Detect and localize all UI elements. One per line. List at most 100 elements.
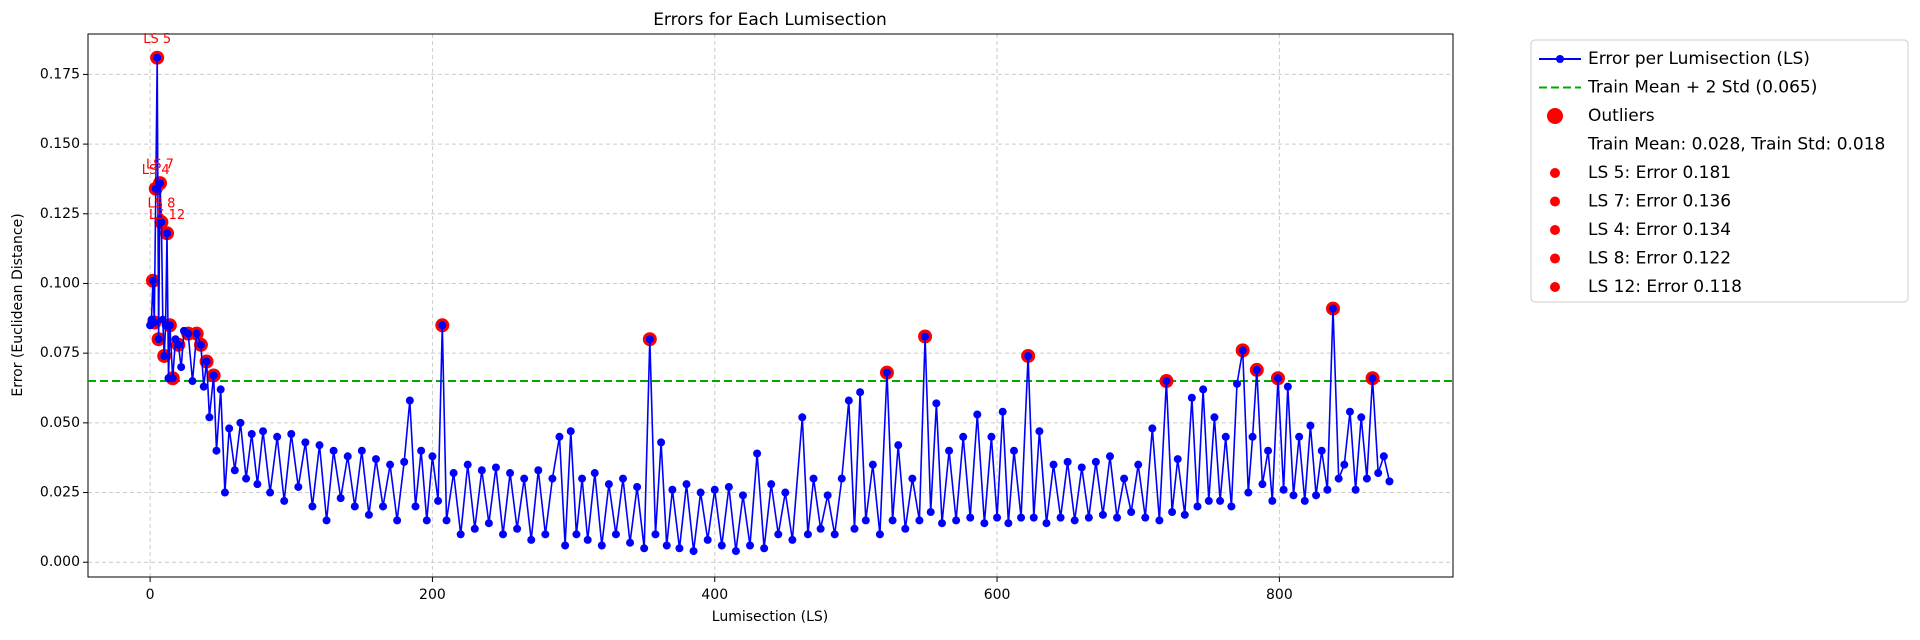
y-tick-label: 0.000	[40, 554, 80, 570]
error-marker	[411, 502, 420, 511]
error-marker	[1306, 421, 1315, 430]
error-marker	[151, 184, 160, 193]
error-marker	[1077, 463, 1086, 472]
error-marker	[1368, 374, 1377, 383]
error-marker	[1238, 346, 1247, 355]
error-marker	[1155, 516, 1164, 525]
error-marker	[1351, 485, 1360, 494]
error-marker	[921, 332, 930, 341]
error-marker	[1134, 460, 1143, 469]
legend-label: Error per Lumisection (LS)	[1588, 49, 1810, 69]
error-marker	[590, 469, 599, 478]
error-marker	[301, 438, 310, 447]
error-marker	[148, 276, 157, 285]
x-tick-label: 800	[1266, 587, 1293, 603]
error-marker	[823, 491, 832, 500]
legend-label: LS 8: Error 0.122	[1588, 249, 1731, 269]
error-marker	[798, 413, 807, 422]
error-marker	[154, 335, 163, 344]
error-marker	[1312, 491, 1321, 500]
error-marker	[513, 524, 522, 533]
error-marker	[689, 547, 698, 556]
error-marker	[1187, 393, 1196, 402]
error-marker	[724, 482, 733, 491]
error-marker	[417, 446, 426, 455]
error-marker	[163, 229, 172, 238]
error-marker	[1204, 496, 1213, 505]
error-marker	[926, 508, 935, 517]
error-marker	[555, 432, 564, 441]
y-axis-label: Error (Euclidean Distance)	[10, 213, 26, 396]
error-marker	[760, 544, 769, 553]
error-marker	[618, 474, 627, 483]
error-marker	[1357, 413, 1366, 422]
error-marker	[541, 530, 550, 539]
x-axis-label: Lumisection (LS)	[712, 609, 828, 625]
error-marker	[1279, 485, 1288, 494]
error-marker	[1244, 488, 1253, 497]
error-marker	[1317, 446, 1326, 455]
error-marker	[1148, 424, 1157, 433]
error-marker	[405, 396, 414, 405]
error-marker	[280, 496, 289, 505]
annotation: LS 8	[147, 197, 175, 212]
error-marker	[1300, 496, 1309, 505]
error-marker	[520, 474, 529, 483]
legend-label: LS 7: Error 0.136	[1588, 192, 1731, 212]
error-marker	[1379, 452, 1388, 461]
error-marker	[1289, 491, 1298, 500]
error-marker	[753, 449, 762, 458]
error-marker	[357, 446, 366, 455]
error-marker	[998, 407, 1007, 416]
error-marker	[952, 516, 961, 525]
error-marker	[915, 516, 924, 525]
error-marker	[1113, 513, 1122, 522]
error-marker	[160, 351, 169, 360]
error-marker	[165, 321, 174, 330]
error-marker	[1168, 508, 1177, 517]
x-tick-label: 400	[701, 587, 728, 603]
error-marker	[1024, 351, 1033, 360]
error-marker	[236, 418, 245, 427]
error-marker	[1283, 382, 1292, 391]
error-marker	[717, 541, 726, 550]
legend-label: LS 12: Error 0.118	[1588, 277, 1742, 297]
error-marker	[1248, 432, 1257, 441]
error-marker	[1233, 379, 1242, 388]
error-marker	[438, 321, 447, 330]
error-marker	[1362, 474, 1371, 483]
error-marker	[1334, 474, 1343, 483]
error-marker	[456, 530, 465, 539]
plot-frame	[87, 33, 1454, 578]
error-marker	[343, 452, 352, 461]
error-marker	[273, 432, 282, 441]
y-tick-label: 0.075	[40, 345, 80, 361]
error-marker	[1141, 513, 1150, 522]
error-marker	[491, 463, 500, 472]
error-marker	[572, 530, 581, 539]
error-marker	[1180, 510, 1189, 519]
error-marker	[1252, 365, 1261, 374]
error-marker	[901, 524, 910, 533]
legend-label: Outliers	[1588, 106, 1655, 126]
error-marker	[153, 53, 162, 62]
error-marker	[1091, 457, 1100, 466]
error-marker	[803, 530, 812, 539]
error-marker	[888, 516, 897, 525]
error-marker	[379, 502, 388, 511]
error-marker	[908, 474, 917, 483]
legend-box	[1530, 39, 1909, 303]
error-marker	[1035, 427, 1044, 436]
error-marker	[150, 318, 159, 327]
error-marker	[484, 519, 493, 528]
legend-label: Train Mean: 0.028, Train Std: 0.018	[1587, 135, 1885, 155]
error-marker	[611, 530, 620, 539]
error-marker	[329, 446, 338, 455]
error-marker	[1323, 485, 1332, 494]
error-marker	[364, 510, 373, 519]
legend-marker	[1550, 196, 1560, 207]
error-marker	[788, 535, 797, 544]
error-marker	[202, 357, 211, 366]
error-marker	[1017, 513, 1026, 522]
